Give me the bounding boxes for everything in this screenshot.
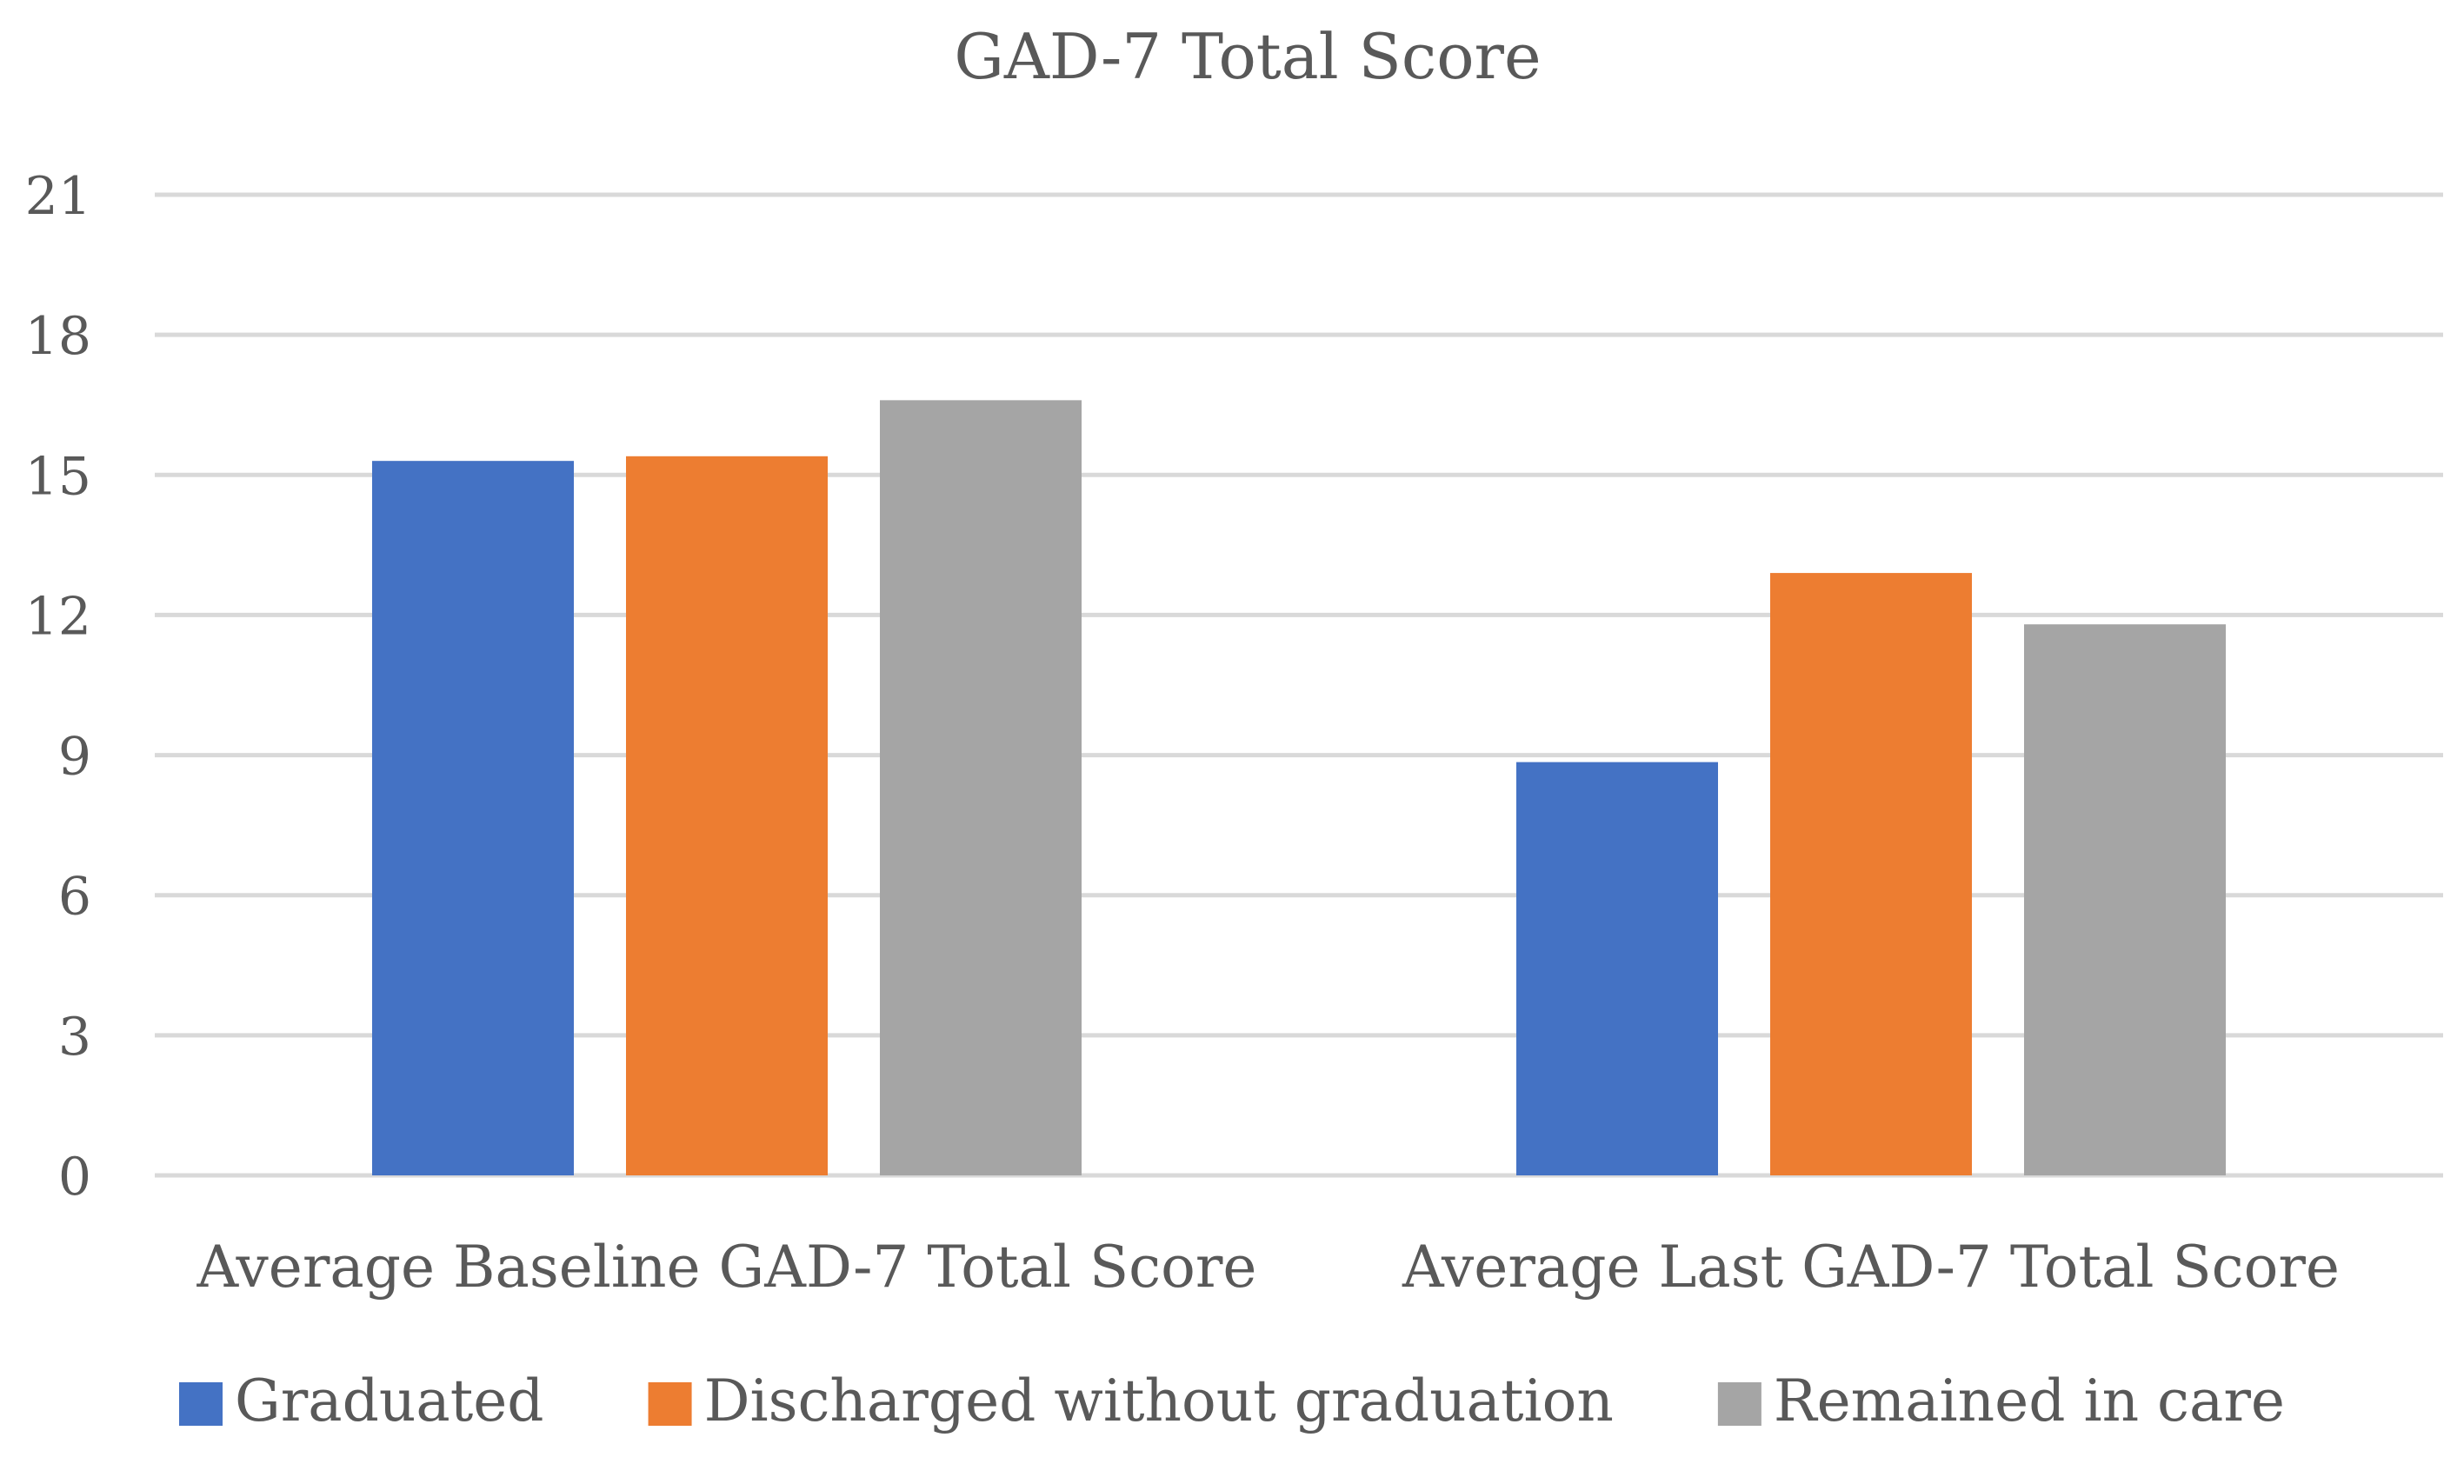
legend-label: Graduated xyxy=(235,1368,544,1434)
y-tick-label: 0 xyxy=(58,1147,91,1208)
y-tick-label: 12 xyxy=(25,586,91,647)
chart-title: GAD-7 Total Score xyxy=(954,20,1541,93)
y-axis-ticks: 0 3 6 9 12 15 18 21 xyxy=(25,166,91,1208)
bars xyxy=(372,400,2226,1175)
legend-swatch xyxy=(1717,1382,1761,1426)
bar-0-0 xyxy=(372,461,574,1175)
legend-item: Graduated xyxy=(179,1368,544,1434)
y-tick-label: 3 xyxy=(58,1007,91,1068)
y-tick-label: 21 xyxy=(25,166,91,227)
bar-0-2 xyxy=(880,400,1082,1175)
x-category-label: Average Last GAD-7 Total Score xyxy=(1402,1234,2340,1301)
x-axis-categories: Average Baseline GAD-7 Total Score Averag… xyxy=(196,1234,2340,1301)
y-tick-label: 15 xyxy=(25,446,91,507)
bar-1-2 xyxy=(2024,624,2226,1175)
x-category-label: Average Baseline GAD-7 Total Score xyxy=(196,1234,1257,1301)
legend-item: Remained in care xyxy=(1717,1368,2285,1434)
legend-item: Discharged without graduation xyxy=(648,1368,1614,1434)
bar-1-0 xyxy=(1516,762,1718,1175)
legend: Graduated Discharged without graduation Re… xyxy=(179,1368,2285,1434)
bar-0-1 xyxy=(626,456,828,1175)
legend-swatch xyxy=(648,1382,692,1426)
legend-label: Remained in care xyxy=(1774,1368,2285,1434)
legend-swatch xyxy=(179,1382,223,1426)
legend-label: Discharged without graduation xyxy=(704,1368,1614,1434)
y-tick-label: 6 xyxy=(58,867,91,928)
y-tick-label: 9 xyxy=(58,727,91,788)
bar-1-1 xyxy=(1770,573,1972,1175)
y-tick-label: 18 xyxy=(25,306,91,367)
